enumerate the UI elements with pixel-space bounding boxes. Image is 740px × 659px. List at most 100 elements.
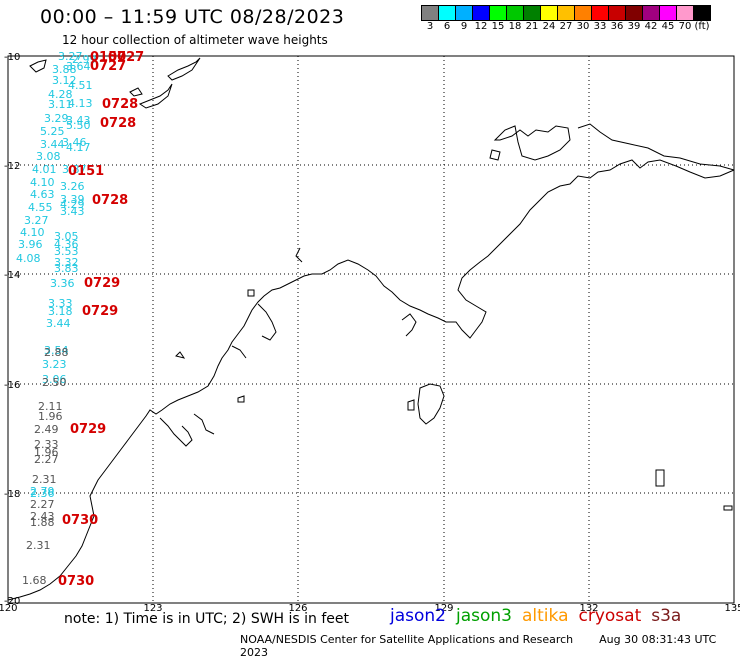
wave-height-value: 3.27 [58, 50, 83, 63]
satellite-name: s3a [651, 606, 682, 626]
wave-height-value: 3.33 [48, 297, 73, 310]
legend-label: 3 [426, 21, 434, 32]
wave-height-value: 3.23 [42, 358, 67, 371]
wave-height-value: 2.50 [42, 376, 67, 389]
longitude-label: 129 [434, 603, 453, 614]
wave-height-value: 5.25 [40, 125, 65, 138]
pass-time-label: 0730 [58, 574, 94, 589]
wave-height-value: 3.83 [54, 262, 79, 275]
wave-height-value: 1.96 [34, 446, 59, 459]
legend-label: 9 [460, 21, 468, 32]
wave-height-value: 4.51 [68, 79, 93, 92]
units-note: note: 1) Time is in UTC; 2) SWH is in fe… [64, 611, 350, 627]
wave-height-value: 3.29 [44, 112, 69, 125]
satellite-name: altika [522, 606, 569, 626]
wave-height-value: 4.28 [48, 88, 73, 101]
satellite-name: cryosat [578, 606, 642, 626]
wave-height-value: 3.87 [62, 163, 87, 176]
pass-time-label: 0728 [92, 193, 128, 208]
wave-height-value: 4.10 [30, 176, 55, 189]
satellite-name: jason3 [456, 606, 512, 626]
longitude-label: 135 [724, 603, 740, 614]
wave-height-value: 2.36 [30, 487, 55, 500]
color-legend [421, 5, 711, 21]
wave-height-value: 3.44 [40, 138, 65, 151]
latitude-label: -20 [4, 596, 20, 607]
latitude-label: -18 [4, 489, 20, 500]
wave-height-value: 3.96 [18, 238, 43, 251]
legend-label: 15 [491, 21, 505, 32]
legend-label: 36 [610, 21, 624, 32]
latitude-label: -10 [4, 52, 20, 63]
longitude-label: 132 [579, 603, 598, 614]
wave-height-value: 3.88 [52, 63, 77, 76]
wave-height-value: 3.53 [54, 245, 79, 258]
wave-height-value: 1.96 [38, 410, 63, 423]
legend-label: 18 [508, 21, 522, 32]
wave-height-value: 3.18 [48, 305, 73, 318]
wave-height-value: 2.49 [34, 423, 59, 436]
wave-height-value: 2.43 [30, 510, 55, 523]
latitude-label: -16 [4, 380, 20, 391]
map-frame [7, 55, 735, 604]
wave-height-value: 4.36 [54, 238, 79, 251]
latitude-label: -12 [4, 161, 20, 172]
wave-height-value: 4.13 [68, 97, 93, 110]
wave-height-value: 4.63 [30, 188, 55, 201]
legend-label: 30 [576, 21, 590, 32]
longitude-label: 120 [0, 603, 18, 614]
wave-height-value: 1.88 [30, 516, 55, 529]
wave-height-value: 3.08 [36, 150, 61, 163]
legend-label: 24 [542, 21, 556, 32]
pass-time-label: 0729 [82, 304, 118, 319]
wave-height-value: 2.79 [30, 485, 55, 498]
wave-height-value: 3.43 [60, 205, 85, 218]
pass-time-label: 0151 [68, 164, 104, 179]
legend-label: (ft) [694, 21, 710, 32]
wave-height-value: 2.27 [34, 453, 59, 466]
pass-time-label: 0730 [62, 513, 98, 528]
wave-height-value: 2.88 [44, 346, 69, 359]
wave-height-value: 3.26 [60, 180, 85, 193]
wave-height-value: 2.31 [32, 473, 57, 486]
wave-height-value: 2.33 [34, 438, 59, 451]
wave-height-value: 3.46 [62, 136, 87, 149]
wave-height-value: 3.44 [46, 317, 71, 330]
wave-height-value: 2.99 [72, 53, 97, 66]
wave-height-value: 3.32 [54, 256, 79, 269]
wave-height-value: 4.17 [66, 141, 91, 154]
wave-height-points: 3.272.993.883.643.124.514.283.114.133.29… [16, 50, 97, 587]
legend-label: 45 [661, 21, 675, 32]
legend-label: 33 [593, 21, 607, 32]
wave-height-value: 4.10 [20, 226, 45, 239]
longitude-label: 123 [143, 603, 162, 614]
legend-label: 6 [443, 21, 451, 32]
wave-height-value: 3.11 [48, 98, 73, 111]
wave-height-value: 3.27 [24, 214, 49, 227]
wave-height-value: 3.64 [66, 60, 91, 73]
legend-label: 12 [474, 21, 488, 32]
wave-height-value: 5.50 [66, 119, 91, 132]
legend-label: 39 [627, 21, 641, 32]
coastline [7, 57, 735, 601]
pass-time-label: 0728 [100, 116, 136, 131]
pass-time-label: 0729 [70, 422, 106, 437]
pass-time-label: 0727 [90, 59, 126, 74]
wave-height-value: 3.06 [42, 373, 67, 386]
satellite-name: jason2 [390, 606, 446, 626]
pass-time-label: 0728 [102, 97, 138, 112]
page-title: 00:00 – 11:59 UTC 08/28/2023 [40, 6, 345, 28]
page-subtitle: 12 hour collection of altimeter wave hei… [62, 33, 328, 47]
wave-height-value: 2.11 [38, 400, 63, 413]
longitude-label: 126 [288, 603, 307, 614]
credit-line: NOAA/NESDIS Center for Satellite Applica… [240, 633, 740, 659]
latitude-label: -14 [4, 270, 20, 281]
wave-height-value: 2.31 [26, 539, 51, 552]
wave-height-value: 3.05 [54, 230, 79, 243]
legend-swatch [693, 5, 711, 21]
wave-height-value: 4.08 [16, 252, 41, 265]
wave-height-value: 1.68 [22, 574, 47, 587]
satellite-key: jason2 jason3 altika cryosat s3a [390, 606, 691, 626]
